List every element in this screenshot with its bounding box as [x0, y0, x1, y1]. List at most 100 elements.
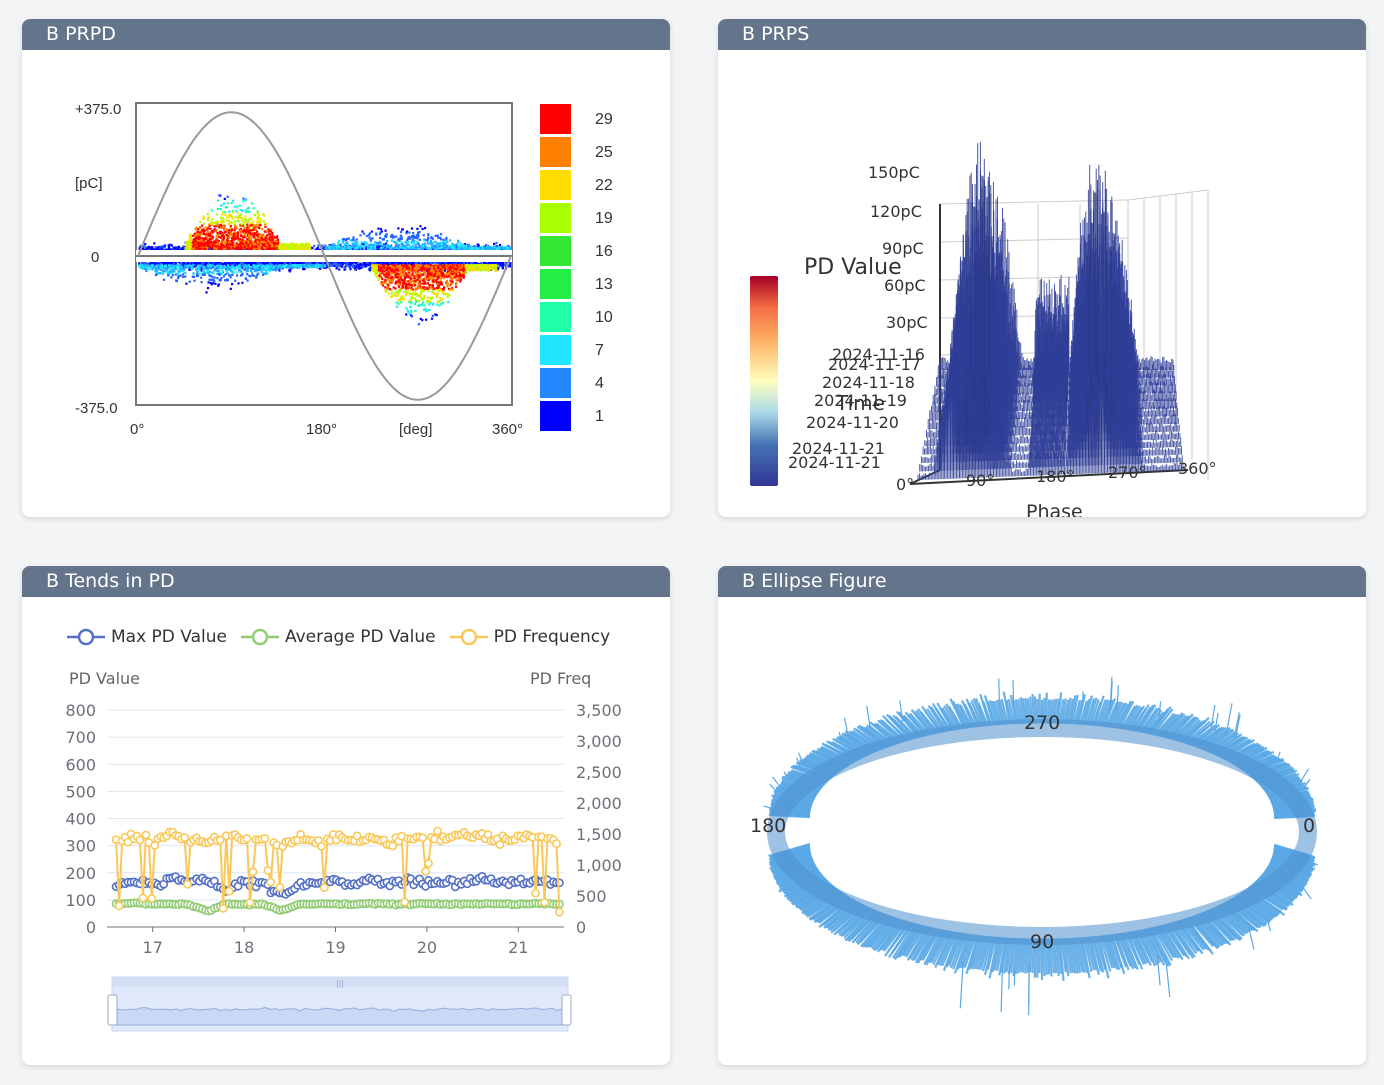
- prpd-dot: [335, 267, 338, 270]
- prpd-dot: [267, 245, 270, 248]
- prpd-dot: [211, 262, 215, 265]
- prpd-dot: [249, 223, 252, 226]
- prpd-dot: [201, 228, 204, 232]
- prpd-dot: [236, 246, 239, 249]
- prpd-dot: [299, 247, 302, 250]
- prpd-dot: [214, 246, 217, 249]
- prpd-panel-title: B PRPD: [22, 19, 670, 50]
- prpd-dot: [303, 245, 306, 248]
- prpd-dot: [410, 245, 413, 248]
- prpd-dot: [437, 261, 440, 264]
- prpd-dot: [209, 231, 212, 234]
- prpd-dot: [200, 269, 203, 272]
- prpd-dot: [406, 240, 409, 243]
- prpd-dot: [445, 238, 448, 241]
- prpd-dot: [171, 269, 174, 272]
- prpd-dot: [254, 263, 257, 266]
- prpd-dot: [214, 262, 217, 265]
- prpd-dot: [268, 230, 271, 233]
- prpd-dot: [257, 214, 260, 217]
- prpd-dot: [194, 240, 197, 243]
- prpd-dot: [204, 242, 208, 245]
- prpd-dot: [294, 246, 297, 249]
- prpd-dot: [179, 263, 182, 266]
- prpd-dot: [398, 261, 402, 264]
- prpd-dot: [221, 232, 224, 235]
- prpd-dot: [395, 262, 398, 265]
- prpd-dot: [204, 262, 207, 265]
- prpd-dot: [264, 225, 267, 229]
- prpd-dot: [353, 264, 356, 267]
- prpd-dot: [421, 227, 424, 231]
- prpd-dot: [226, 229, 229, 232]
- prpd-dot: [389, 247, 392, 250]
- prpd-dot: [207, 262, 210, 265]
- prpd-dot: [351, 239, 354, 242]
- prpd-dot: [429, 262, 433, 265]
- prpd-dot: [416, 241, 419, 245]
- prpd-dot: [278, 247, 281, 250]
- prpd-dot: [404, 261, 407, 264]
- prpd-dot: [302, 266, 305, 270]
- prpd-dot: [155, 262, 158, 265]
- prpd-dot: [222, 247, 226, 250]
- prpd-dot: [249, 222, 252, 225]
- prpd-dot: [193, 245, 196, 248]
- prpd-dot: [411, 240, 414, 243]
- prpd-dot: [233, 205, 236, 208]
- prpd-dot: [215, 243, 218, 246]
- prpd-dot: [152, 248, 155, 251]
- prpd-dot: [231, 235, 234, 238]
- prpd-dot: [449, 239, 452, 242]
- prpd-dot: [505, 245, 508, 248]
- prpd-dot: [239, 216, 242, 219]
- prpd-dot: [389, 261, 392, 264]
- prpd-dot: [442, 240, 446, 243]
- prpd-dot: [270, 228, 273, 231]
- prpd-dot: [261, 261, 264, 265]
- prpd-dot: [373, 244, 376, 248]
- prpd-dot: [251, 220, 254, 223]
- prpd-dot: [371, 237, 374, 240]
- prpd-dot: [201, 237, 204, 240]
- prpd-dot: [342, 247, 345, 250]
- prpd-dot: [499, 263, 502, 266]
- prpd-dot: [281, 245, 284, 249]
- prpd-dot: [493, 242, 496, 245]
- prpd-dot: [172, 262, 175, 265]
- prpd-dot: [377, 227, 380, 230]
- prpd-dot: [453, 247, 456, 250]
- prpd-dot: [508, 265, 511, 268]
- prpd-dot: [295, 243, 298, 246]
- prpd-dot: [265, 236, 268, 239]
- prpd-dot: [259, 217, 262, 220]
- prpd-dot: [240, 234, 243, 238]
- prpd-dot: [436, 243, 439, 246]
- prpd-dot: [405, 263, 408, 266]
- prpd-dot: [352, 237, 355, 240]
- prpd-dot: [247, 228, 250, 231]
- prpd-dot: [236, 233, 239, 236]
- prpd-dot: [333, 264, 336, 267]
- prpd-dot: [245, 247, 248, 250]
- prpd-dot: [244, 247, 247, 250]
- prpd-dot: [221, 216, 224, 219]
- prpd-dot: [406, 239, 409, 242]
- prpd-dot: [381, 246, 385, 249]
- prpd-dot: [444, 261, 447, 264]
- prpd-dot: [208, 232, 211, 235]
- prpd-dot: [365, 234, 368, 238]
- prpd-dot: [245, 241, 248, 244]
- prpd-dot: [369, 267, 373, 270]
- prpd-dot: [413, 239, 416, 242]
- prpd-dot: [243, 245, 246, 248]
- prpd-dot: [213, 225, 216, 228]
- prpd-dot: [350, 263, 353, 266]
- prpd-dot: [458, 263, 461, 266]
- prpd-dot: [171, 247, 175, 251]
- prpd-dot: [257, 217, 260, 220]
- prpd-dot: [272, 235, 276, 238]
- prpd-dot: [158, 265, 161, 269]
- prpd-dot: [248, 229, 251, 232]
- prpd-dot: [219, 247, 222, 250]
